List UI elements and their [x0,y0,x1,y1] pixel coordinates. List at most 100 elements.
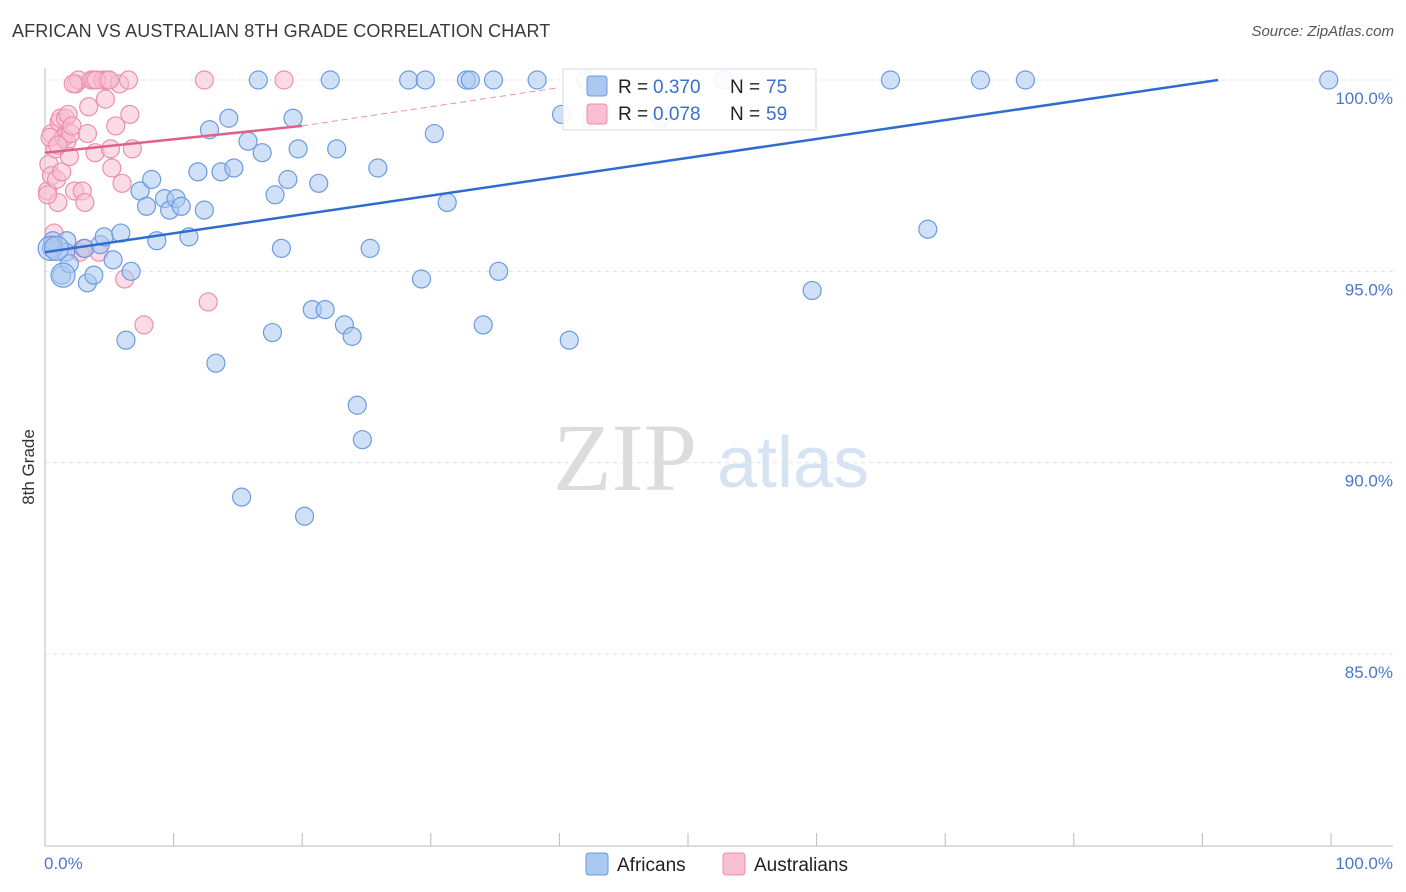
africans-point [224,158,244,178]
series-legend-australians: Australians [754,855,848,876]
legend-r-value-1: 0.370 [653,77,701,98]
africans-point [288,139,308,159]
legend-n-value-1: 75 [766,77,787,98]
africans-point [265,185,285,205]
legend-swatch-africans [586,75,608,97]
africans-point [802,280,822,301]
y-tick-labels: 100.0% 95.0% 90.0% 85.0% [1335,89,1393,682]
africans-trend-line [44,78,1219,254]
africans-point [880,70,901,90]
x-tick-label-left: 0.0% [44,854,83,873]
africans-point [559,330,579,350]
legend-n-label-1: N = [730,77,760,98]
africans-point [918,219,938,239]
australians-point [274,70,294,90]
africans-point [194,200,214,220]
africans-point [219,108,239,128]
correlation-legend: R = 0.370 N = 75 R = 0.078 N = 59 [562,68,817,131]
africans-point [84,265,104,285]
africans-point [473,315,493,335]
africans-point [116,330,136,350]
australians-point [106,116,126,136]
australians-point [75,192,95,213]
australians-point [100,139,121,159]
africans-point [283,108,303,128]
australians-point [99,70,119,90]
africans-point [103,250,123,270]
africans-point [188,162,208,182]
africans-point [294,506,315,526]
africans-point [142,169,162,190]
trend-lines [44,78,1219,254]
australians-point [79,97,99,117]
africans-point [262,322,283,343]
africans-point [248,70,268,90]
australians-point [120,104,140,125]
africans-point [368,158,388,178]
y-axis-title: 8th Grade [19,429,38,505]
grid [45,79,1393,655]
watermark-atlas: atlas [717,423,869,503]
africans-point [320,70,340,90]
africans-point [1015,70,1036,90]
y-tick-label-100: 100.0% [1335,89,1393,108]
x-tick-label-right: 100.0% [1335,854,1393,873]
legend-n-value-2: 59 [766,104,787,125]
australians-trend-line [44,124,303,154]
australians-point [95,89,115,109]
africans-point [424,123,444,144]
africans-point [399,70,419,90]
legend-n-label-2: N = [730,104,760,125]
australians-point [59,146,80,167]
africans-point [489,261,509,281]
y-tick-label-90: 90.0% [1345,472,1393,491]
australians-point [198,292,218,312]
africans-point [271,238,292,258]
series-legend-swatch-australians [722,852,746,876]
australians-point [102,158,122,178]
africans-point [411,269,432,289]
africans-point [327,139,347,159]
africans-point [121,261,141,281]
africans-point [206,353,226,373]
australians-point [77,123,98,144]
africans-point [1319,70,1339,90]
legend-r-label-1: R = [618,77,648,98]
africans-point [483,70,504,90]
africans-point-large [50,262,76,288]
australians-point [118,70,139,90]
australians-point [112,173,132,193]
africans-point [352,430,372,450]
africans-point [527,70,547,90]
africans-points [37,70,1339,526]
australians-trend-extension [301,87,560,127]
africans-point [309,173,329,193]
africans-point [360,238,380,258]
series-legend: Africans Australians [585,852,848,876]
chart-title: AFRICAN VS AUSTRALIAN 8TH GRADE CORRELAT… [12,21,551,41]
source-label: Source: ZipAtlas.com [1251,23,1394,40]
africans-point [315,300,335,320]
africans-point [171,196,191,216]
australians-point [48,135,68,155]
africans-point [460,70,480,90]
y-tick-label-85: 85.0% [1345,663,1393,682]
series-legend-swatch-africans [585,852,609,876]
africans-point [437,192,457,213]
africans-point [347,395,367,415]
axes [44,68,1393,847]
y-tick-label-95: 95.0% [1345,280,1393,299]
australians-point [52,162,72,182]
legend-r-value-2: 0.078 [653,104,701,125]
africans-point [136,196,157,216]
australians-point [63,74,83,94]
africans-point [232,487,252,507]
africans-point [278,169,298,190]
legend-swatch-australians [586,103,608,125]
watermark-zip: ZIP [553,404,697,511]
australians-point [37,185,58,205]
australians-point [194,70,214,90]
watermark: ZIP atlas [553,404,869,511]
legend-r-label-2: R = [618,104,648,125]
